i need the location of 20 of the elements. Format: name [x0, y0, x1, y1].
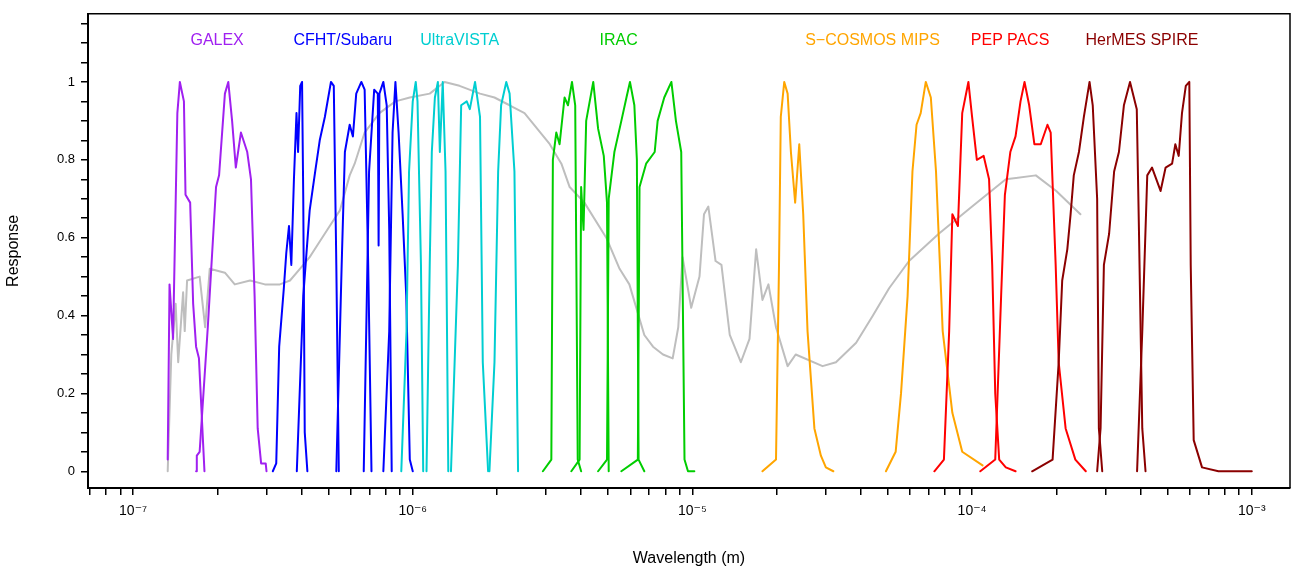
x-axis-title: Wavelength (m) [632, 548, 746, 566]
y-axis-title: Response [4, 214, 22, 287]
text: HerMES SPIRE [1085, 31, 1199, 49]
x-tick-label: 10⁻⁴ [957, 502, 987, 519]
y-tick-label: 0.4 [56, 307, 75, 323]
y-tick-label: 0 [67, 462, 75, 478]
x-tick-label: 10⁻⁵ [678, 502, 707, 519]
y-tick-label: 0.2 [56, 384, 75, 400]
text: PEP PACS [970, 31, 1050, 49]
text: UltraVISTA [420, 31, 500, 49]
text: CFHT/Subaru [293, 31, 393, 49]
text: IRAC [599, 31, 638, 49]
y-tick-label: 0.6 [56, 229, 75, 245]
text: GALEX [190, 31, 245, 49]
x-tick-label: 10⁻⁷ [119, 502, 148, 519]
y-tick-label: 1 [67, 73, 75, 89]
x-tick-label: 10⁻⁶ [398, 502, 428, 519]
text: S−COSMOS MIPS [805, 31, 940, 49]
x-tick-label: 10⁻³ [1237, 502, 1266, 519]
y-tick-label: 0.8 [56, 151, 75, 167]
